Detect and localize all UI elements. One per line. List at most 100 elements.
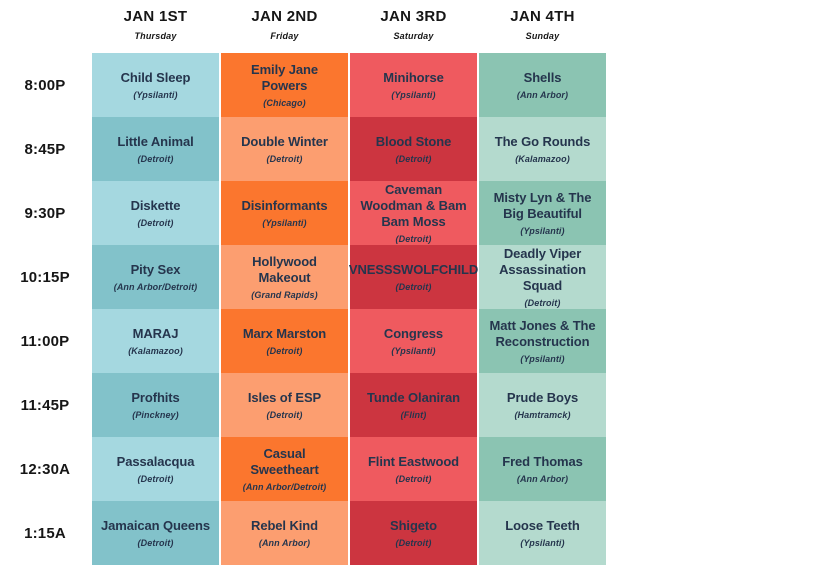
- band-location: (Detroit): [137, 538, 174, 549]
- band-name: Pity Sex: [130, 261, 181, 277]
- day-subtitle: Sunday: [525, 31, 560, 41]
- day-title: JAN 2ND: [251, 8, 318, 25]
- show-cell: Minihorse (Ypsilanti): [350, 53, 477, 117]
- band-name: MARAJ: [132, 325, 179, 341]
- time-label: 11:45P: [0, 373, 90, 437]
- band-name: Isles of ESP: [247, 389, 322, 405]
- show-cell: Loose Teeth (Ypsilanti): [479, 501, 606, 565]
- band-name: Matt Jones & The Reconstruction: [489, 317, 596, 349]
- band-location: (Detroit): [395, 282, 432, 293]
- band-name: Rebel Kind: [251, 517, 318, 533]
- band-location: (Ypsilanti): [391, 346, 436, 357]
- band-location: (Ann Arbor): [516, 474, 569, 485]
- band-location: (Detroit): [395, 154, 432, 165]
- show-cell: Misty Lyn & The Big Beautiful (Ypsilanti…: [479, 181, 606, 245]
- band-location: (Chicago): [263, 98, 306, 109]
- time-label: 12:30A: [0, 437, 90, 501]
- day-subtitle: Friday: [270, 31, 299, 41]
- band-location: (Detroit): [137, 218, 174, 229]
- band-location: (Kalamazoo): [128, 346, 183, 357]
- time-label: 11:00P: [0, 309, 90, 373]
- band-location: (Detroit): [524, 298, 561, 309]
- day-subtitle: Saturday: [393, 31, 434, 41]
- band-location: (Ypsilanti): [262, 218, 307, 229]
- show-cell: Profhits (Pinckney): [92, 373, 219, 437]
- band-location: (Ann Arbor): [258, 538, 311, 549]
- band-location: (Flint): [400, 410, 427, 421]
- show-cell: Disinformants (Ypsilanti): [221, 181, 348, 245]
- show-cell: Hollywood Makeout (Grand Rapids): [221, 245, 348, 309]
- band-location: (Detroit): [395, 538, 432, 549]
- time-label: 9:30P: [0, 181, 90, 245]
- show-cell: Fred Thomas (Ann Arbor): [479, 437, 606, 501]
- band-name: Passalacqua: [116, 453, 195, 469]
- band-name: Misty Lyn & The Big Beautiful: [493, 189, 592, 221]
- show-cell: Blood Stone (Detroit): [350, 117, 477, 181]
- day-title: JAN 1ST: [123, 8, 188, 25]
- band-name: Marx Marston: [242, 325, 327, 341]
- day-title: JAN 4TH: [510, 8, 575, 25]
- show-cell: Caveman Woodman & Bam Bam Moss (Detroit): [350, 181, 477, 245]
- band-location: (Detroit): [137, 474, 174, 485]
- band-location: (Kalamazoo): [515, 154, 570, 165]
- band-name: Double Winter: [241, 133, 328, 149]
- schedule-grid: JAN 1ST Thursday JAN 2ND Friday JAN 3RD …: [0, 0, 606, 565]
- band-name: Loose Teeth: [505, 517, 580, 533]
- band-location: (Ypsilanti): [520, 354, 565, 365]
- show-cell: Flint Eastwood (Detroit): [350, 437, 477, 501]
- day-title: JAN 3RD: [380, 8, 447, 25]
- band-location: (Hamtramck): [514, 410, 571, 421]
- band-location: (Ann Arbor/Detroit): [113, 282, 198, 293]
- band-name: Tunde Olaniran: [367, 389, 460, 405]
- band-name: Congress: [383, 325, 444, 341]
- band-name: Diskette: [130, 197, 181, 213]
- show-cell: Jamaican Queens (Detroit): [92, 501, 219, 565]
- show-cell: Pity Sex (Ann Arbor/Detroit): [92, 245, 219, 309]
- show-cell: VNESSSWOLFCHILD (Detroit): [348, 245, 479, 309]
- time-label: 8:00P: [0, 53, 90, 117]
- band-location: (Detroit): [395, 474, 432, 485]
- show-cell: Child Sleep (Ypsilanti): [92, 53, 219, 117]
- band-name: Deadly Viper Assassination Squad: [499, 245, 586, 294]
- time-label: 8:45P: [0, 117, 90, 181]
- band-location: (Ypsilanti): [133, 90, 178, 101]
- show-cell: Shigeto (Detroit): [350, 501, 477, 565]
- band-name: Emily Jane Powers: [251, 61, 318, 93]
- band-name: Profhits: [131, 389, 180, 405]
- band-location: (Ann Arbor): [516, 90, 569, 101]
- band-location: (Grand Rapids): [251, 290, 318, 301]
- band-location: (Ypsilanti): [391, 90, 436, 101]
- band-location: (Detroit): [266, 154, 303, 165]
- band-name: VNESSSWOLFCHILD: [348, 261, 479, 277]
- band-location: (Detroit): [266, 346, 303, 357]
- show-cell: The Go Rounds (Kalamazoo): [479, 117, 606, 181]
- band-name: Jamaican Queens: [100, 517, 211, 533]
- day-header-jan-3rd: JAN 3RD Saturday: [350, 0, 477, 53]
- band-name: Prude Boys: [506, 389, 579, 405]
- band-location: (Ypsilanti): [520, 538, 565, 549]
- show-cell: Deadly Viper Assassination Squad (Detroi…: [479, 245, 606, 309]
- show-cell: Emily Jane Powers (Chicago): [221, 53, 348, 117]
- band-location: (Detroit): [137, 154, 174, 165]
- time-label: 1:15A: [0, 501, 90, 565]
- show-cell: Marx Marston (Detroit): [221, 309, 348, 373]
- band-name: Minihorse: [383, 69, 444, 85]
- band-name: Blood Stone: [375, 133, 452, 149]
- show-cell: Tunde Olaniran (Flint): [350, 373, 477, 437]
- show-cell: Passalacqua (Detroit): [92, 437, 219, 501]
- band-name: Child Sleep: [120, 69, 191, 85]
- show-cell: Isles of ESP (Detroit): [221, 373, 348, 437]
- band-location: (Pinckney): [132, 410, 179, 421]
- show-cell: Casual Sweetheart (Ann Arbor/Detroit): [221, 437, 348, 501]
- band-name: Caveman Woodman & Bam Bam Moss: [360, 181, 467, 230]
- band-location: (Ann Arbor/Detroit): [242, 482, 327, 493]
- band-location: (Detroit): [266, 410, 303, 421]
- show-cell: Matt Jones & The Reconstruction (Ypsilan…: [479, 309, 606, 373]
- show-cell: Prude Boys (Hamtramck): [479, 373, 606, 437]
- show-cell: Double Winter (Detroit): [221, 117, 348, 181]
- show-cell: Diskette (Detroit): [92, 181, 219, 245]
- band-name: The Go Rounds: [494, 133, 591, 149]
- band-name: Little Animal: [117, 133, 194, 149]
- day-subtitle: Thursday: [134, 31, 177, 41]
- show-cell: Rebel Kind (Ann Arbor): [221, 501, 348, 565]
